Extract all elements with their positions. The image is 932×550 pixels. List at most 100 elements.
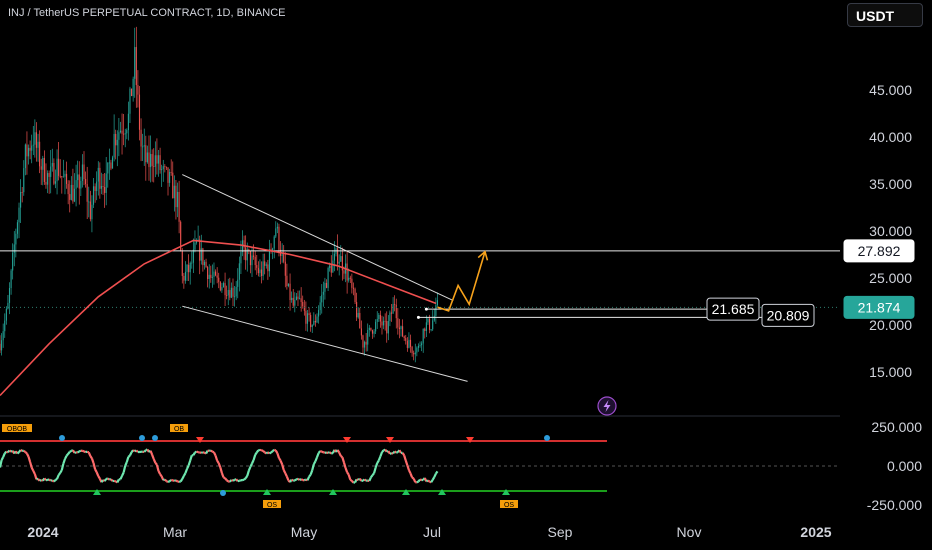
candle-body bbox=[222, 283, 225, 288]
osc-segment bbox=[24, 451, 28, 455]
signal-dot-icon bbox=[544, 435, 550, 441]
candle-body bbox=[291, 297, 293, 301]
candle-body bbox=[40, 166, 42, 170]
candle-body bbox=[360, 328, 362, 336]
candle-body bbox=[202, 248, 204, 266]
sell-marker-icon bbox=[343, 437, 351, 443]
osc-segment bbox=[154, 462, 158, 466]
osc-segment bbox=[308, 473, 312, 478]
candle-body bbox=[85, 179, 87, 185]
osc-segment bbox=[27, 456, 32, 463]
osc-segment bbox=[25, 452, 30, 458]
candle-body bbox=[43, 157, 45, 182]
osc-segment bbox=[328, 451, 333, 455]
candle-body bbox=[259, 269, 261, 274]
osc-segment bbox=[65, 453, 69, 457]
candle-body bbox=[294, 300, 296, 306]
candle-body bbox=[54, 181, 57, 184]
osc-segment bbox=[20, 449, 23, 452]
osc-segment bbox=[429, 480, 432, 484]
axis-layer: 15.000 20.000 25.000 30.000 35.000 40.000 45.0… bbox=[0, 82, 922, 540]
osc-segment bbox=[122, 465, 127, 473]
osc-segment bbox=[284, 472, 288, 478]
candle-body bbox=[213, 271, 215, 277]
last-price-tag[interactable]: 21.874 bbox=[843, 295, 915, 319]
osc-segment bbox=[90, 457, 95, 464]
level-price-tag[interactable]: 27.892 bbox=[843, 239, 915, 263]
osc-segment bbox=[121, 471, 125, 477]
projection-path[interactable] bbox=[437, 251, 486, 312]
candle-body bbox=[64, 173, 66, 177]
osc-segment bbox=[411, 476, 415, 480]
candle-body bbox=[354, 288, 356, 303]
level-b-tag[interactable]: 20.809 bbox=[761, 303, 815, 327]
candle-body bbox=[340, 256, 342, 262]
osc-segment bbox=[184, 468, 189, 474]
candle-body bbox=[97, 167, 99, 182]
osc-segment bbox=[336, 449, 341, 454]
lower-trendline[interactable] bbox=[182, 305, 468, 382]
osc-segment bbox=[179, 478, 184, 483]
osc-badge: OS bbox=[263, 500, 281, 509]
candle-body bbox=[421, 343, 423, 346]
osc-segment bbox=[347, 474, 352, 481]
osc-segment bbox=[155, 464, 160, 472]
level-a-tag[interactable]: 21.685 bbox=[706, 297, 760, 321]
osc-segment bbox=[251, 459, 255, 464]
candle-body bbox=[234, 296, 236, 298]
osc-segment bbox=[33, 473, 38, 480]
osc-segment bbox=[54, 477, 58, 481]
candle-body bbox=[192, 249, 194, 263]
candle-body bbox=[92, 186, 95, 205]
candle-body bbox=[308, 313, 310, 316]
buy-marker-icon bbox=[438, 489, 446, 495]
currency-selector[interactable]: USDT bbox=[847, 3, 923, 27]
candle-body bbox=[432, 320, 434, 330]
osc-segment bbox=[167, 480, 171, 484]
osc-segment bbox=[409, 473, 414, 478]
osc-segment bbox=[196, 450, 199, 454]
lightning-icon[interactable] bbox=[597, 396, 617, 416]
candle-body bbox=[148, 152, 150, 168]
candle-body bbox=[132, 78, 134, 97]
osc-badge: OS bbox=[500, 500, 518, 509]
osc-segment bbox=[151, 454, 155, 460]
candle-body bbox=[381, 321, 383, 326]
candle-body bbox=[394, 304, 396, 305]
osc-segment bbox=[377, 455, 382, 461]
candle-body bbox=[62, 176, 64, 178]
osc-segment bbox=[86, 450, 90, 454]
candle-body bbox=[72, 184, 74, 202]
candle-body bbox=[395, 304, 397, 319]
osc-segment bbox=[309, 469, 314, 475]
osc-segment bbox=[255, 449, 260, 454]
candle-body bbox=[16, 222, 18, 234]
osc-segment bbox=[344, 467, 349, 473]
candle-body bbox=[402, 326, 404, 337]
candle-body bbox=[305, 310, 307, 324]
osc-segment bbox=[412, 478, 417, 483]
candle-body bbox=[390, 312, 393, 314]
candle-body bbox=[332, 260, 334, 273]
candle-body bbox=[264, 261, 266, 266]
osc-segment bbox=[217, 462, 222, 468]
candle-body bbox=[216, 275, 218, 278]
candle-body bbox=[210, 274, 212, 278]
osc-segment bbox=[53, 479, 57, 483]
candle-body bbox=[433, 315, 435, 321]
candle-body bbox=[42, 157, 44, 170]
candle-body bbox=[268, 248, 270, 272]
candle-body bbox=[107, 162, 109, 174]
buy-marker-icon bbox=[402, 489, 410, 495]
candle-body bbox=[47, 173, 49, 185]
osc-segment bbox=[152, 458, 157, 464]
osc-segment bbox=[317, 450, 322, 454]
candle-body bbox=[186, 264, 188, 272]
candle-body bbox=[80, 180, 82, 189]
candle-body bbox=[316, 316, 318, 323]
upper-trendline[interactable] bbox=[182, 174, 454, 302]
osc-segment bbox=[297, 477, 301, 481]
candle-body bbox=[183, 275, 185, 281]
candle-body bbox=[398, 327, 400, 330]
